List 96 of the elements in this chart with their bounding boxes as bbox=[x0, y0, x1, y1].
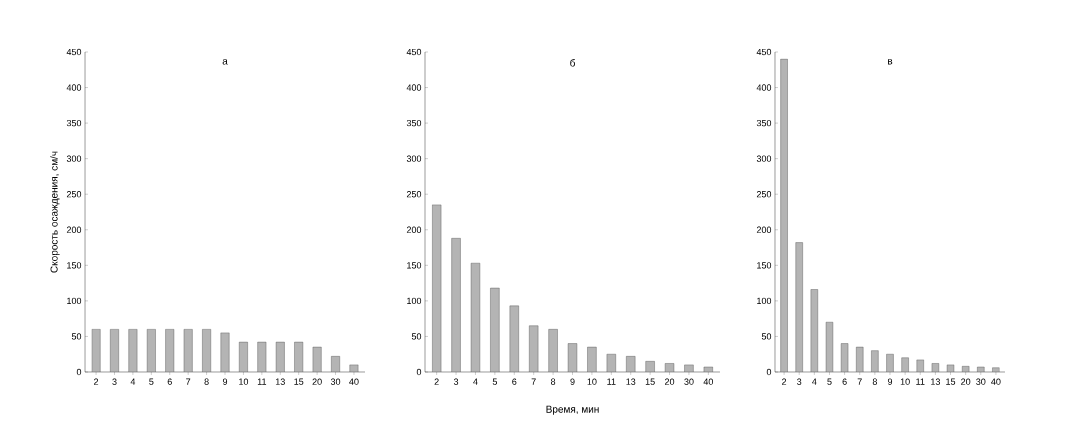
y-tick-label: 300 bbox=[406, 155, 422, 162]
bar bbox=[856, 346, 864, 372]
x-tick-label: 4 bbox=[812, 378, 817, 385]
x-tick-label: 13 bbox=[275, 378, 285, 385]
x-tick-label: 40 bbox=[349, 378, 359, 385]
x-tick-label: 40 bbox=[991, 378, 1001, 385]
y-tick-label: 50 bbox=[761, 333, 772, 340]
x-tick-label: 10 bbox=[587, 378, 597, 385]
x-axis-title: Время, мин bbox=[546, 405, 599, 415]
bar bbox=[795, 242, 803, 372]
bar bbox=[962, 366, 970, 372]
x-tick-label: 11 bbox=[607, 378, 616, 385]
x-tick-label: 30 bbox=[330, 378, 341, 385]
y-tick-label: 350 bbox=[406, 119, 422, 127]
y-tick-label: 0 bbox=[766, 368, 772, 376]
y-tick-label: 200 bbox=[66, 226, 82, 233]
chart-title: в bbox=[888, 59, 893, 65]
x-tick-label: 6 bbox=[842, 378, 847, 385]
x-tick-label: 7 bbox=[857, 378, 862, 385]
bar bbox=[977, 366, 985, 372]
y-tick-label: 100 bbox=[407, 297, 422, 305]
bar bbox=[931, 363, 940, 372]
y-tick-label: 150 bbox=[67, 262, 82, 269]
x-tick-label: 15 bbox=[946, 378, 956, 385]
x-tick-label: 8 bbox=[204, 378, 209, 385]
bar bbox=[946, 364, 955, 372]
y-tick-label: 150 bbox=[407, 262, 422, 269]
x-tick-label: 2 bbox=[94, 378, 99, 385]
x-tick-label: 40 bbox=[703, 378, 714, 385]
y-tick-label: 350 bbox=[756, 119, 772, 127]
x-tick-label: 5 bbox=[492, 378, 497, 385]
y-tick-label: 300 bbox=[66, 155, 82, 162]
x-tick-label: 13 bbox=[931, 378, 940, 385]
x-tick-label: 6 bbox=[167, 378, 172, 385]
y-tick-label: 250 bbox=[756, 191, 772, 198]
y-tick-label: 0 bbox=[416, 368, 422, 376]
y-tick-label: 250 bbox=[66, 191, 82, 198]
y-tick-label: 350 bbox=[66, 119, 82, 127]
x-tick-label: 20 bbox=[664, 378, 675, 385]
bar bbox=[916, 359, 924, 372]
bar bbox=[220, 332, 230, 372]
x-tick-label: 10 bbox=[239, 378, 249, 385]
x-tick-label: 11 bbox=[257, 378, 267, 385]
x-tick-label: 3 bbox=[453, 378, 459, 385]
y-tick-label: 150 bbox=[757, 262, 772, 269]
y-tick-label: 0 bbox=[76, 368, 82, 376]
x-tick-label: 30 bbox=[976, 378, 986, 385]
y-tick-label: 250 bbox=[406, 191, 422, 198]
x-tick-label: 15 bbox=[294, 378, 304, 385]
x-tick-label: 15 bbox=[645, 378, 655, 385]
text: б bbox=[570, 59, 575, 67]
x-tick-label: 8 bbox=[550, 378, 556, 385]
bar bbox=[901, 357, 909, 372]
y-tick-label: 100 bbox=[67, 297, 82, 305]
y-tick-label: 50 bbox=[411, 333, 422, 340]
y-tick-label: 450 bbox=[756, 48, 772, 56]
y-tick-label: 100 bbox=[757, 297, 772, 305]
bar bbox=[992, 367, 1000, 372]
x-tick-label: 30 bbox=[684, 378, 694, 385]
y-tick-label: 400 bbox=[406, 84, 422, 91]
x-tick-label: 2 bbox=[434, 378, 439, 385]
x-tick-label: 9 bbox=[887, 378, 893, 385]
bar bbox=[886, 354, 894, 372]
x-tick-label: 3 bbox=[112, 378, 117, 385]
x-tick-label: 10 bbox=[900, 378, 910, 385]
y-tick-label: 400 bbox=[66, 84, 82, 91]
y-tick-label: 200 bbox=[756, 226, 772, 233]
y-axis-title: Скорость осаждения, см/ч bbox=[50, 151, 60, 273]
x-tick-label: 3 bbox=[797, 378, 802, 385]
x-tick-label: 9 bbox=[570, 378, 575, 385]
x-tick-label: 5 bbox=[827, 378, 832, 385]
y-tick-label: 200 bbox=[406, 226, 422, 233]
bar bbox=[810, 289, 818, 372]
x-tick-label: 13 bbox=[626, 378, 636, 385]
bar bbox=[871, 350, 879, 372]
x-tick-label: 4 bbox=[130, 378, 136, 385]
y-tick-label: 400 bbox=[756, 84, 772, 91]
bar bbox=[780, 58, 788, 372]
x-tick-label: 6 bbox=[512, 378, 517, 385]
x-tick-label: 5 bbox=[149, 378, 154, 385]
bar bbox=[825, 322, 834, 372]
x-tick-label: 4 bbox=[473, 378, 478, 385]
y-tick-label: 300 bbox=[756, 155, 772, 162]
x-tick-label: 7 bbox=[186, 378, 191, 385]
bar bbox=[840, 343, 849, 372]
chart-title: а bbox=[222, 59, 228, 65]
y-tick-label: 50 bbox=[71, 333, 82, 340]
x-tick-label: 7 bbox=[531, 378, 536, 385]
x-tick-label: 2 bbox=[782, 378, 787, 385]
x-tick-label: 11 bbox=[916, 378, 925, 385]
x-tick-label: 20 bbox=[312, 378, 322, 385]
x-tick-label: 8 bbox=[872, 378, 877, 385]
y-tick-label: 450 bbox=[66, 48, 82, 56]
x-tick-label: 9 bbox=[222, 378, 228, 385]
x-tick-label: 20 bbox=[961, 378, 971, 385]
y-tick-label: 450 bbox=[406, 48, 422, 56]
